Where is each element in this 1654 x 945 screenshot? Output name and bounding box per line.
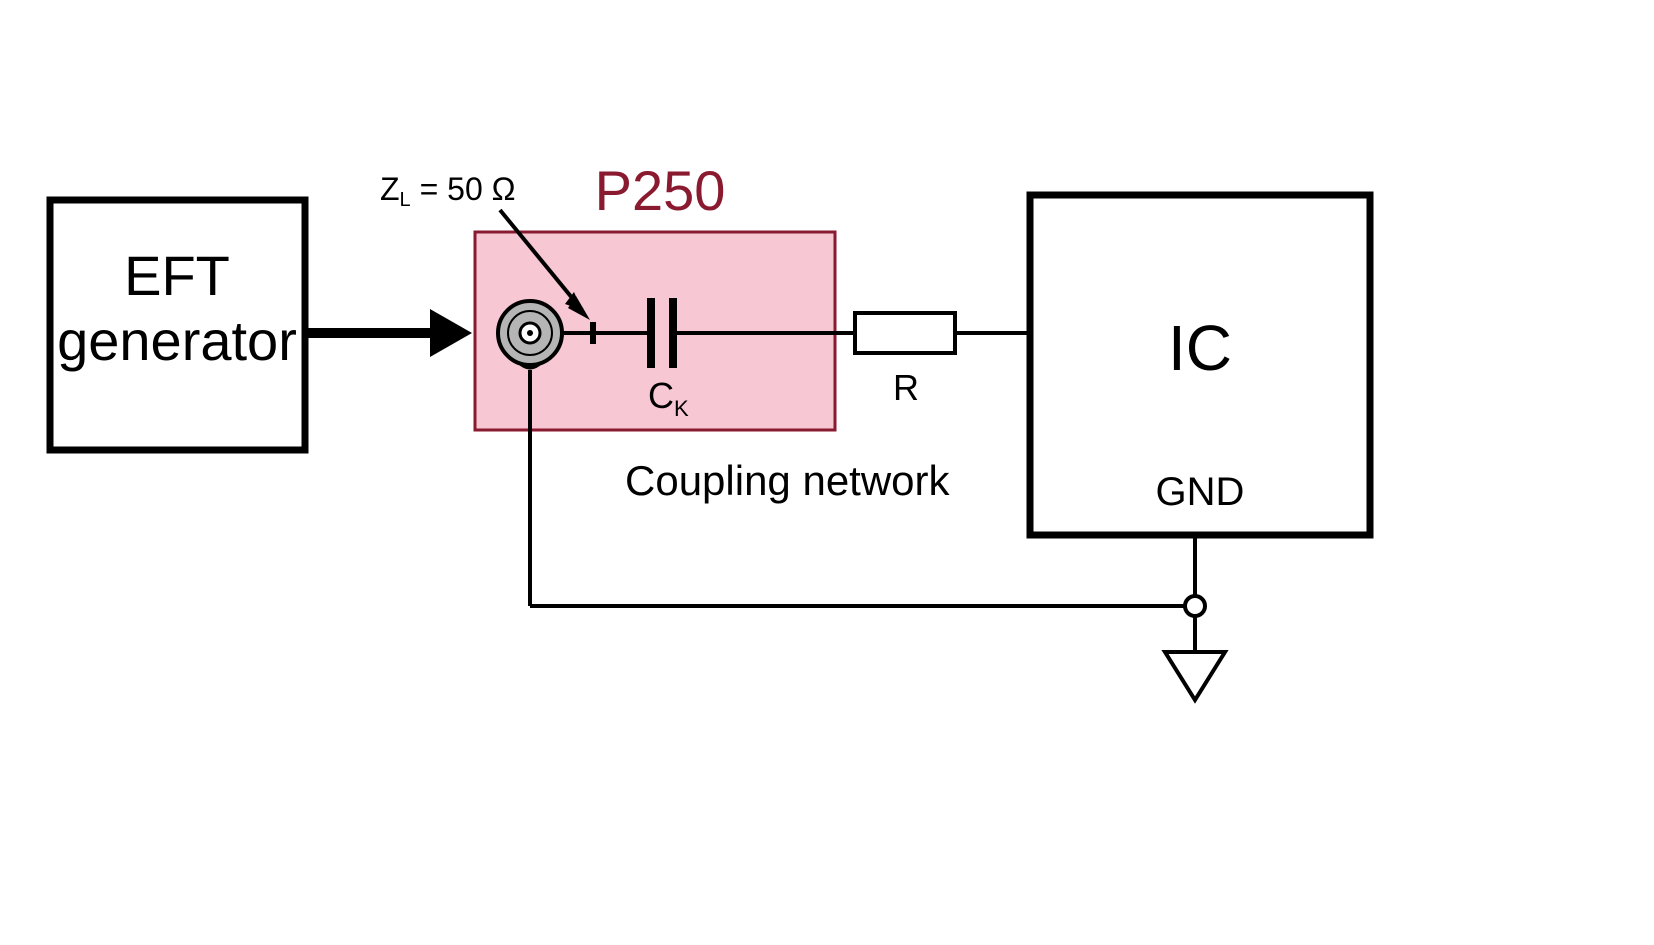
arrow-eft-to-p250 — [305, 309, 472, 357]
circuit-diagram: EFT generator P250 CK R IC GND — [0, 0, 1654, 945]
gnd-label: GND — [1156, 470, 1245, 514]
impedance-label: ZL = 50 Ω — [380, 171, 516, 211]
termination-mark — [590, 322, 596, 344]
eft-label-line2: generator — [57, 309, 297, 372]
r-label: R — [893, 367, 919, 408]
eft-label-line1: EFT — [124, 244, 230, 307]
ic-label: IC — [1168, 312, 1232, 384]
ground-icon — [1165, 652, 1225, 700]
p250-title: P250 — [595, 159, 726, 222]
connector-icon — [498, 301, 562, 368]
resistor-icon — [855, 313, 955, 353]
coupling-label: Coupling network — [625, 457, 951, 504]
